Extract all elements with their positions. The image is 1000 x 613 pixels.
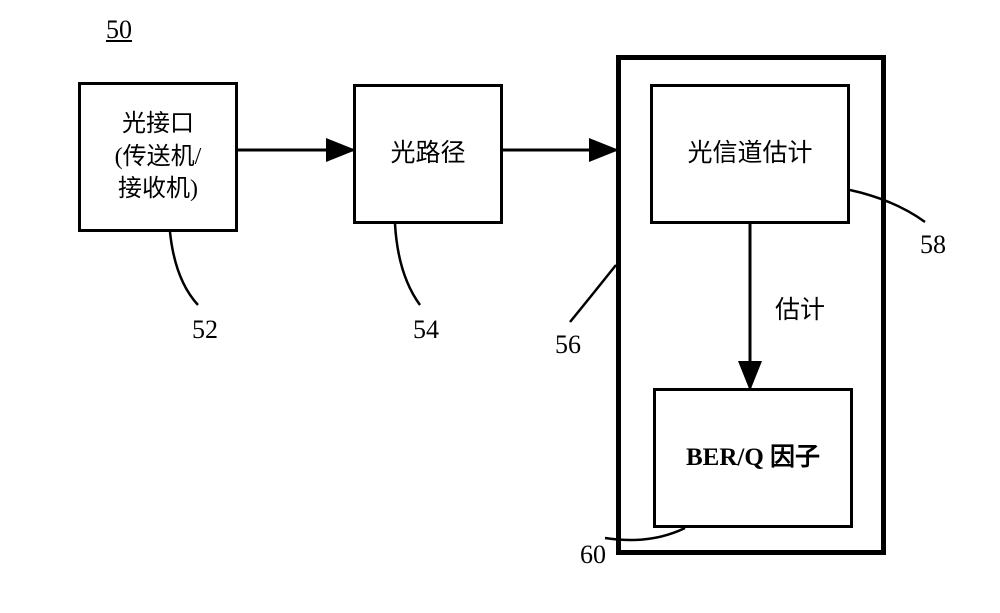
callout-52: 52 (192, 315, 218, 345)
edge-mid-label: 估计 (775, 290, 825, 326)
box-path-label: 光路径 (386, 133, 469, 175)
callout-54: 54 (413, 315, 439, 345)
box-interface-label: 光接口(传送机/接收机) (111, 104, 206, 209)
box-channel-est: 光信道估计 (650, 84, 850, 224)
box-interface: 光接口(传送机/接收机) (78, 82, 238, 232)
box-berq: BER/Q 因子 (653, 388, 853, 528)
box-berq-label: BER/Q 因子 (682, 437, 824, 479)
box-path: 光路径 (353, 84, 503, 224)
callout-56: 56 (555, 330, 581, 360)
callout-60: 60 (580, 540, 606, 570)
diagram-title: 50 (106, 15, 132, 45)
box-channel-est-label: 光信道估计 (683, 133, 816, 175)
callout-58: 58 (920, 230, 946, 260)
